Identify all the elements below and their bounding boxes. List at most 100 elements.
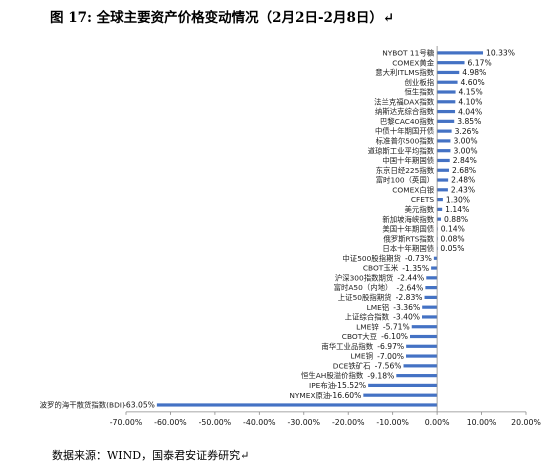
bar [431, 266, 438, 270]
value-label: 4.04% [458, 107, 482, 116]
category-label: 美国十年期国债 [382, 225, 434, 234]
value-label: 2.48% [451, 176, 475, 185]
value-label: 0.88% [444, 215, 468, 224]
category-label: DCE铁矿石 [333, 361, 371, 370]
value-label: -2.64% [397, 283, 424, 292]
bar [437, 168, 450, 172]
x-tick-label: -20.00% [332, 418, 365, 427]
value-label: 6.17% [468, 58, 492, 67]
bar [437, 217, 442, 221]
category-label: LME铝 [367, 303, 390, 312]
category-label: 恒生AH股溢价指数 [301, 371, 364, 380]
value-label: -7.56% [375, 362, 402, 371]
category-label: 巴黎CAC40指数 [380, 117, 435, 126]
category-label: 意大利ITLMS指数 [375, 68, 434, 77]
bar [437, 207, 443, 211]
category-label: 日本十年期国债 [382, 244, 434, 253]
bar [426, 276, 438, 280]
bar [422, 305, 438, 309]
value-label: 1.30% [446, 195, 470, 204]
value-label: 2.84% [453, 156, 477, 165]
category-label: NYBOT 11号糖 [382, 48, 434, 57]
x-tick-label: 0.00% [425, 418, 450, 427]
category-label: IPE布油 [309, 381, 335, 390]
bar [406, 344, 438, 348]
bar [437, 51, 484, 55]
source-note: 数据来源：WIND，国泰君安证券研究↵ [52, 449, 250, 462]
value-label: 0.08% [440, 234, 464, 243]
bar [406, 354, 438, 358]
value-label: 3.26% [455, 127, 479, 136]
category-label: 中债十年期国开债 [375, 127, 435, 136]
bar [437, 188, 448, 192]
bar [437, 149, 451, 153]
value-label: 10.33% [486, 49, 515, 58]
value-label: -0.73% [405, 254, 432, 263]
category-label: CBOT玉米 [363, 264, 399, 273]
bar [422, 315, 438, 319]
value-label: 2.43% [451, 186, 475, 195]
bar [433, 256, 438, 260]
bar [363, 393, 438, 397]
bar [437, 90, 456, 94]
bar [437, 158, 450, 163]
value-label: -2.44% [397, 274, 424, 283]
value-label: -7.00% [377, 352, 404, 361]
bar-chart: 10.33% NYBOT 11号糖 6.17% COMEX黄金 4.98% 意大利ITLM… [40, 46, 541, 427]
category-label: 东京日经225指数 [376, 166, 435, 175]
x-tick-label: -40.00% [243, 418, 276, 427]
bar [368, 383, 438, 388]
value-label: 0.14% [441, 225, 465, 234]
category-label: LME锌 [356, 322, 379, 331]
category-label: 新加坡海峡指数 [382, 215, 434, 224]
x-tick-label: -50.00% [199, 418, 232, 427]
bar [437, 109, 456, 114]
category-label: COMEX白银 [392, 185, 434, 194]
category-label: COMEX黄金 [392, 58, 434, 67]
figure-title: 图 17: 全球主要资产价格变动情况（2月2日-2月8日）↵ [50, 10, 395, 26]
value-label: 2.68% [452, 166, 476, 175]
bar [411, 325, 438, 329]
value-label: -6.10% [381, 332, 408, 341]
value-label: 4.10% [458, 97, 482, 106]
value-label: 3.00% [453, 146, 477, 155]
category-label: 沪深300指数期货 [335, 273, 393, 282]
bar [437, 129, 452, 133]
value-label: 3.85% [457, 117, 481, 126]
category-label: 南华工业品指数 [321, 342, 373, 351]
value-label: -2.83% [396, 293, 423, 302]
category-label: NYMEX原油 [289, 391, 330, 400]
category-label: 创业板指 [405, 78, 435, 87]
category-label: 纳斯达克综合指数 [375, 107, 435, 116]
bar [437, 178, 449, 182]
category-label: 标准普尔500指数 [376, 137, 435, 146]
value-label: -16.60% [330, 391, 362, 400]
value-label: -3.36% [393, 303, 420, 312]
x-tick-label: 20.00% [511, 418, 541, 427]
category-label: 富时A50（内地） [334, 283, 393, 292]
x-tick-label: -10.00% [376, 418, 409, 427]
category-label: 中国十年期国债 [382, 156, 434, 165]
bar [410, 334, 438, 339]
value-label: -15.52% [334, 381, 366, 390]
bar [437, 119, 455, 123]
category-label: LME铜 [350, 352, 373, 361]
value-label: -3.40% [393, 313, 420, 322]
category-label: 美元指数 [405, 205, 435, 214]
value-label: 0.05% [440, 244, 464, 253]
value-label: 4.98% [462, 68, 486, 77]
category-label: CBOT大豆 [342, 332, 377, 341]
value-label: -9.18% [367, 371, 394, 380]
bar [437, 70, 460, 75]
bar [396, 374, 438, 378]
category-label: CFETS [411, 195, 435, 204]
x-tick-label: -30.00% [288, 418, 321, 427]
x-tick-label: 10.00% [467, 418, 497, 427]
bar [156, 403, 438, 407]
value-label: -6.97% [377, 342, 404, 351]
value-label: 4.15% [459, 88, 483, 97]
bar [437, 100, 456, 104]
category-label: 道琼斯工业平均指数 [368, 146, 435, 155]
value-label: -63.05% [123, 401, 155, 410]
category-label: 恒生指数 [405, 88, 435, 97]
